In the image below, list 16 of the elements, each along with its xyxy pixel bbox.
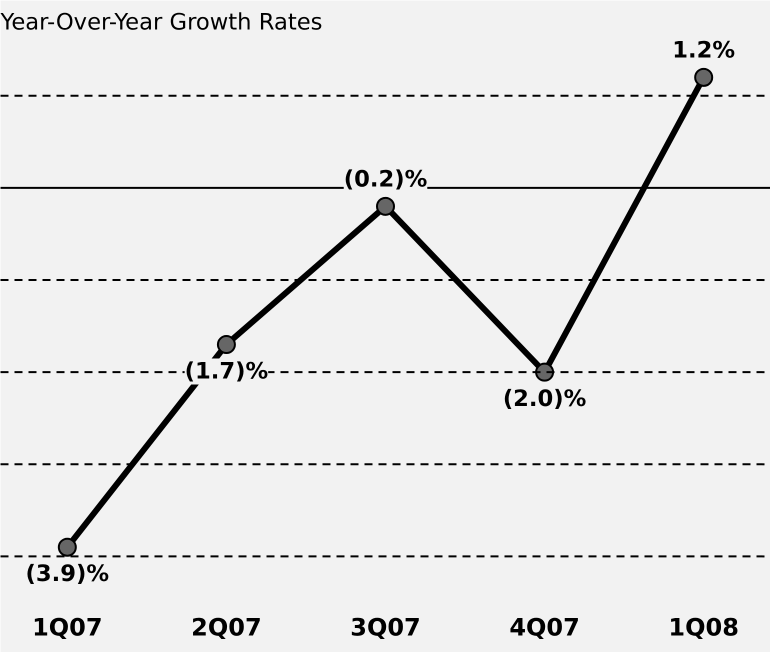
data-label: (0.2)% bbox=[344, 166, 428, 192]
data-label: (3.9)% bbox=[26, 561, 110, 588]
x-tick-label: 3Q07 bbox=[350, 614, 421, 642]
chart-title: Year-Over-Year Growth Rates bbox=[0, 10, 322, 36]
x-tick-label: 1Q08 bbox=[668, 614, 739, 642]
point bbox=[535, 362, 554, 382]
point bbox=[376, 196, 395, 216]
point bbox=[58, 538, 77, 557]
data-label: (1.7)% bbox=[184, 358, 268, 385]
x-tick-label: 2Q07 bbox=[191, 614, 262, 642]
point bbox=[216, 335, 236, 354]
x-tick-label: 1Q07 bbox=[32, 614, 103, 642]
point bbox=[694, 68, 714, 87]
data-label: (2.0)% bbox=[502, 386, 586, 412]
data-label: 1.2% bbox=[672, 37, 736, 64]
x-tick-label: 4Q07 bbox=[509, 614, 580, 642]
